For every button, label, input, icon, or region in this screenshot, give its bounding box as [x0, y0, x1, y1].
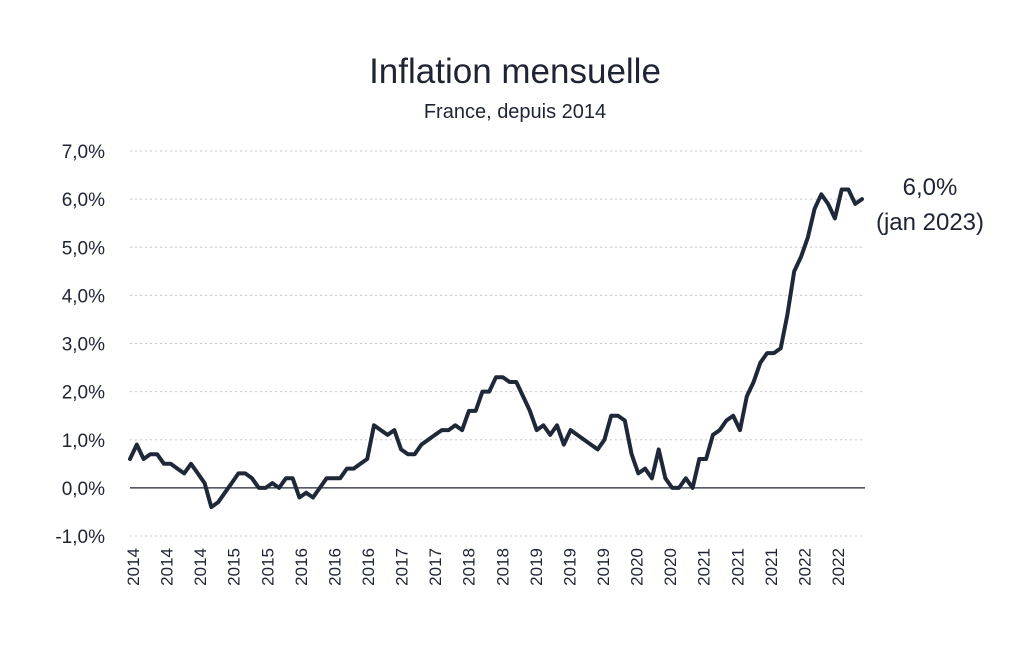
y-tick-label: 5,0%: [62, 238, 105, 259]
x-tick-label: 2016: [359, 548, 378, 586]
y-axis: -1,0% 0,0% 1,0% 2,0% 3,0% 4,0% 5,0% 6,0% 7,0%: [55, 142, 105, 548]
x-tick-label: 2019: [527, 548, 546, 586]
chart-subtitle: France, depuis 2014: [423, 101, 607, 123]
y-tick-label: 7,0%: [62, 142, 105, 163]
inflation-line: [128, 187, 864, 510]
x-tick-label: 2015: [225, 548, 244, 586]
x-tick-label: 2016: [325, 548, 344, 586]
y-tick-label: 0,0%: [62, 479, 105, 500]
x-tick-label: 2020: [628, 548, 647, 586]
y-tick-label: -1,0%: [55, 527, 105, 548]
x-tick-label: 2014: [124, 548, 143, 586]
x-tick-label: 2019: [594, 548, 613, 586]
x-tick-label: 2020: [661, 548, 680, 586]
x-tick-label: 2016: [292, 548, 311, 586]
x-tick-label: 2018: [493, 548, 512, 586]
x-tick-label: 2015: [258, 548, 277, 586]
x-tick-label: 2021: [728, 548, 747, 586]
chart-title: Inflation mensuelle: [369, 52, 661, 91]
x-tick-label: 2021: [695, 548, 714, 586]
x-tick-label: 2022: [795, 548, 814, 586]
y-tick-label: 6,0%: [62, 190, 105, 211]
y-tick-label: 2,0%: [62, 383, 105, 404]
x-tick-label: 2022: [829, 548, 848, 586]
y-tick-label: 4,0%: [62, 286, 105, 307]
x-tick-label: 2019: [560, 548, 579, 586]
x-tick-label: 2021: [762, 548, 781, 586]
series-group: [128, 187, 864, 510]
x-tick-label: 2018: [460, 548, 479, 586]
x-tick-label: 2014: [158, 548, 177, 586]
annotation-period: (jan 2023): [876, 209, 984, 236]
annotation-value: 6,0%: [903, 174, 958, 201]
x-tick-label: 2017: [426, 548, 445, 586]
x-tick-label: 2017: [393, 548, 412, 586]
y-tick-label: 3,0%: [62, 335, 105, 356]
gridlines: [130, 150, 865, 537]
x-tick-label: 2014: [191, 548, 210, 586]
y-tick-label: 1,0%: [62, 431, 105, 452]
x-axis: 2014 2014 2014 2015 2015 2016 2016 2016 2017 2017…: [124, 548, 848, 586]
